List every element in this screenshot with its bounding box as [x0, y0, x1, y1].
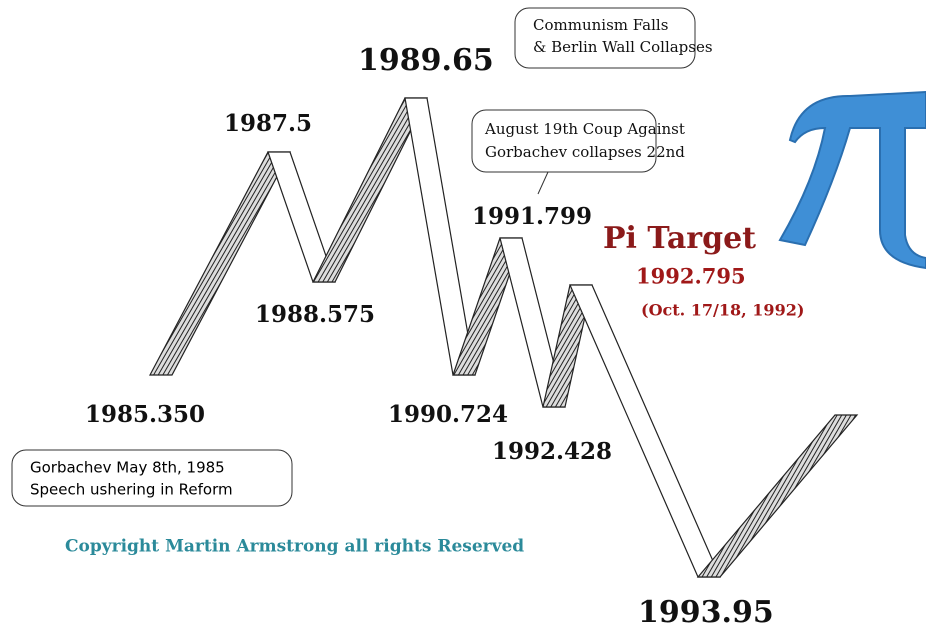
callout-pointer: [537, 171, 549, 195]
callout-text: August 19th Coup Against: [484, 120, 685, 138]
pi-target-date: 1992.795: [636, 264, 746, 289]
date-label: 1993.95: [638, 595, 774, 630]
callout-text: Gorbachev collapses 22nd: [485, 143, 685, 161]
date-label: 1990.724: [388, 401, 508, 428]
date-label: 1989.65: [358, 43, 494, 78]
callout-box: [471, 109, 657, 173]
callout-text: Gorbachev May 8th, 1985: [30, 459, 225, 477]
ribbon-segment: [696, 414, 859, 578]
callout-text: Speech ushering in Reform: [30, 481, 233, 499]
date-label: 1991.799: [472, 203, 592, 230]
pi-target-note: (Oct. 17/18, 1992): [641, 301, 804, 320]
date-label: 1985.350: [85, 401, 205, 428]
date-label: 1987.5: [224, 110, 312, 137]
pi-target-title: Pi Target: [603, 221, 756, 256]
date-label: 1992.428: [492, 438, 612, 465]
date-label: 1988.575: [255, 301, 375, 328]
ribbon-segment: [149, 151, 291, 376]
ribbon-segment: [569, 284, 721, 578]
ribbon-segment: [404, 97, 476, 376]
callout-text: & Berlin Wall Collapses: [533, 38, 713, 56]
wave-ribbon: [149, 97, 859, 578]
callout-box: [11, 449, 293, 507]
copyright: Copyright Martin Armstrong all rights Re…: [65, 537, 524, 557]
callout-box: [514, 7, 696, 69]
callout-text: Communism Falls: [533, 16, 668, 34]
pi-icon: [778, 90, 926, 270]
